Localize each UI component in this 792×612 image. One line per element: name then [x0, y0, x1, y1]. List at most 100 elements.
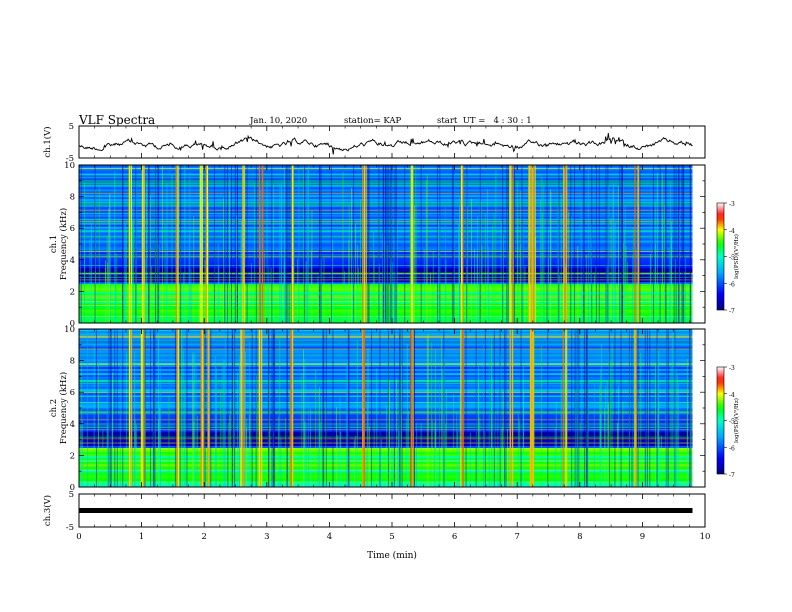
narrowband-line: [79, 438, 693, 440]
dark-streak: [578, 329, 580, 487]
spectrogram-band: [79, 358, 693, 362]
spectrogram-band: [79, 350, 693, 354]
sferic-line: [479, 417, 481, 487]
y-tick-label: 10: [64, 161, 75, 171]
narrowband-line: [79, 354, 693, 356]
y-tick-label: 8: [70, 193, 75, 203]
sferic-line: [606, 380, 608, 487]
dark-streak: [436, 165, 438, 323]
dark-streak: [656, 329, 658, 487]
narrowband-line: [79, 223, 693, 225]
dark-streak: [652, 165, 654, 323]
burst-line: [291, 165, 293, 323]
dark-streak: [506, 165, 508, 323]
dark-streak: [674, 329, 676, 487]
sferic-line: [268, 266, 270, 323]
sferic-line: [283, 167, 285, 323]
spectrogram-band: [79, 301, 693, 304]
sferic-line: [106, 235, 108, 323]
burst-line: [143, 165, 145, 323]
burst-line: [563, 165, 565, 323]
spectrogram-band: [79, 396, 693, 399]
spectrogram-band: [79, 196, 693, 200]
spectrogram-band: [79, 309, 693, 312]
narrowband-line: [79, 392, 693, 394]
sferic-line: [610, 217, 612, 323]
burst-line: [208, 329, 210, 487]
dark-streak: [371, 329, 373, 487]
sferic-line: [409, 167, 411, 323]
dark-streak: [391, 165, 393, 323]
burst-line: [261, 165, 264, 323]
narrowband-line: [79, 334, 693, 336]
spectrogram-band: [79, 461, 693, 464]
spectrogram-band: [79, 285, 693, 288]
x-tick-label: 7: [514, 532, 519, 542]
sferic-line: [408, 411, 409, 487]
sferic-line: [604, 408, 605, 487]
dark-streak: [587, 329, 589, 487]
spectrogram-band: [79, 445, 693, 448]
dark-streak: [439, 165, 441, 323]
dark-streak: [644, 329, 646, 487]
sferic-line: [108, 380, 109, 487]
dark-streak: [401, 329, 403, 487]
sferic-line: [221, 364, 223, 487]
sferic-line: [675, 426, 677, 487]
dark-streak: [404, 165, 406, 323]
dark-streak: [155, 165, 157, 323]
sferic-line: [671, 235, 672, 323]
spectrogram-band: [79, 384, 693, 387]
sferic-line: [670, 181, 671, 323]
dark-streak: [322, 329, 324, 487]
burst-line: [531, 329, 533, 487]
sferic-line: [160, 366, 161, 487]
sferic-line: [638, 397, 640, 487]
dark-streak: [110, 329, 112, 487]
sferic-line: [654, 201, 656, 323]
sferic-line: [581, 341, 583, 487]
sferic-line: [321, 258, 322, 323]
sferic-line: [164, 224, 166, 323]
dark-streak: [598, 165, 600, 323]
sferic-line: [624, 204, 626, 323]
sferic-line: [305, 261, 307, 323]
sferic-line: [114, 171, 116, 323]
sferic-line: [379, 390, 381, 487]
spectrogram-band: [79, 376, 693, 379]
sferic-line: [184, 361, 186, 487]
narrowband-line: [79, 302, 693, 304]
dark-streak: [667, 329, 669, 487]
sferic-line: [260, 190, 262, 323]
spectrogram-band: [79, 238, 693, 241]
colorbar-tick-label: -3: [729, 201, 735, 208]
spectrogram-band: [79, 463, 693, 466]
dark-streak: [465, 329, 467, 487]
spectrogram-band: [79, 481, 693, 484]
sferic-line: [180, 375, 182, 487]
sferic-line: [345, 365, 347, 487]
spectrogram-band: [79, 394, 693, 397]
sferic-line: [357, 244, 359, 323]
sferic-line: [405, 418, 407, 487]
spectrogram-band: [79, 330, 693, 334]
burst-line: [410, 329, 413, 487]
sferic-line: [423, 249, 425, 323]
sferic-line: [195, 363, 197, 487]
spectrogram-band: [79, 471, 693, 474]
spectrogram-band: [79, 354, 693, 358]
sferic-line: [623, 243, 624, 323]
narrowband-line: [79, 483, 693, 485]
spectrogram-band: [79, 406, 693, 409]
sferic-line: [469, 432, 471, 487]
sferic-line: [126, 228, 128, 323]
dark-streak: [395, 165, 397, 323]
spectrogram-band: [79, 421, 693, 425]
spectrogram-band: [79, 283, 693, 286]
sferic-line: [440, 337, 442, 487]
spectrogram-band: [79, 281, 693, 284]
sferic-line: [679, 210, 680, 323]
dark-streak: [574, 165, 576, 323]
y-tick-label: 0: [70, 319, 75, 329]
sferic-line: [119, 358, 121, 487]
